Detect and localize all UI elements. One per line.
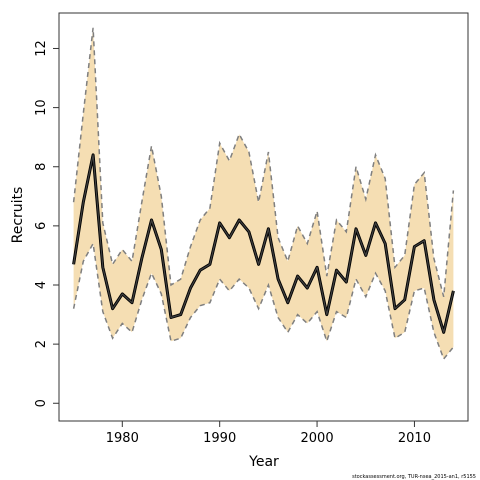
y-axis-title: Recruits bbox=[10, 187, 26, 244]
confidence-band bbox=[72, 27, 455, 361]
x-axis-title: Year bbox=[248, 454, 279, 470]
estimate-line bbox=[73, 154, 454, 333]
y-tick-label: 0 bbox=[34, 399, 49, 407]
y-tick-label: 8 bbox=[34, 163, 49, 171]
estimate-line-group bbox=[72, 153, 455, 334]
x-axis: 1980 1990 2000 2010 bbox=[106, 420, 431, 446]
x-tick-label: 1990 bbox=[203, 431, 236, 446]
y-tick-label: 6 bbox=[34, 222, 49, 230]
y-tick-label: 10 bbox=[34, 99, 49, 116]
footnote: stockassessment.org, TUR-nsea_2015-an1, … bbox=[352, 474, 476, 480]
y-tick-label: 12 bbox=[34, 40, 49, 57]
y-tick-label: 4 bbox=[34, 281, 49, 289]
y-tick-label: 2 bbox=[34, 340, 49, 348]
y-axis: 0 2 4 6 8 10 12 bbox=[34, 40, 60, 407]
ci-band-fill bbox=[73, 27, 454, 359]
ci-upper-line bbox=[72, 27, 455, 297]
x-tick-label: 2000 bbox=[301, 431, 334, 446]
x-tick-label: 1980 bbox=[106, 431, 139, 446]
x-tick-label: 2010 bbox=[398, 431, 431, 446]
